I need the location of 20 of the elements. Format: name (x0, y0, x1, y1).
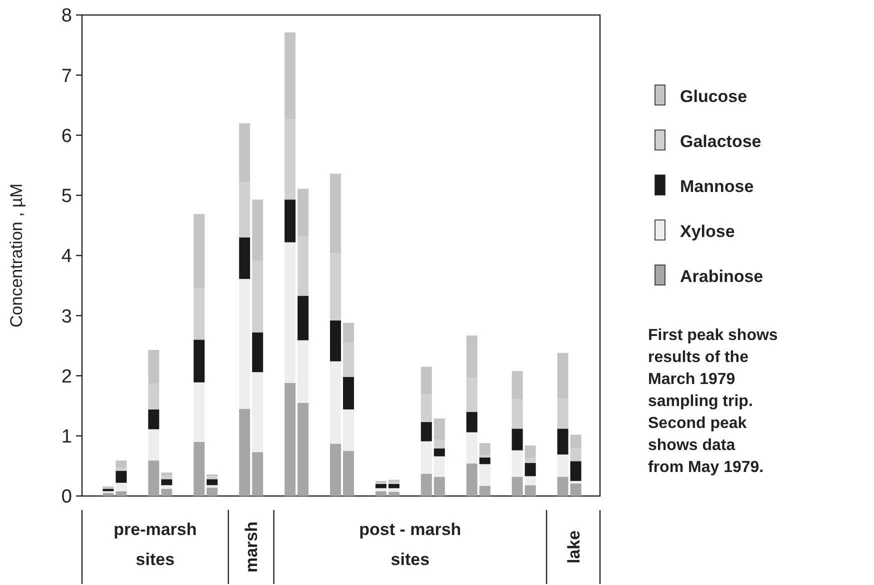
y-tick-label: 1 (61, 426, 72, 448)
legend-label: Xylose (680, 222, 735, 241)
y-axis-title: Concentration , µM (7, 184, 26, 328)
legend-label: Glucose (680, 86, 748, 106)
text: marsh (242, 521, 262, 573)
y-tick-label: 5 (61, 186, 72, 208)
y-tick-label: 0 (61, 486, 72, 508)
y-tick-label: 6 (61, 126, 72, 147)
y-tick-label: 2 (61, 366, 72, 388)
y-tick-label: 3 (61, 306, 72, 328)
text: lake (564, 530, 584, 564)
y-tick-label: 8 (61, 6, 72, 27)
legend-label: Galactose (680, 132, 762, 151)
y-tick-label: 4 (61, 246, 72, 268)
legend-label: Mannose (680, 176, 754, 196)
text: post - marsh sites (359, 520, 462, 569)
legend-label: Arabinose (680, 266, 764, 286)
y-tick-label: 7 (61, 66, 72, 87)
text: First peak shows results of the March 1979 sampling trip. Second peak shows data from May 1979. (648, 327, 778, 476)
text: pre-marsh sites (114, 520, 197, 569)
